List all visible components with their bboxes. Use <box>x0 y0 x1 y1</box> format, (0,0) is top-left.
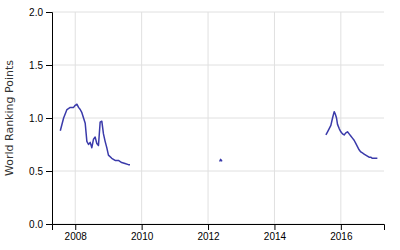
tick-mark <box>142 224 143 230</box>
tick: 1.5 <box>29 60 52 71</box>
line <box>60 104 377 164</box>
grid-line <box>52 12 384 13</box>
tick-mark <box>274 224 275 230</box>
tick: 0.0 <box>29 219 52 230</box>
axis-line <box>46 13 53 225</box>
tick-mark <box>75 224 76 230</box>
tick: 2016 <box>330 224 353 242</box>
tick: 2012 <box>197 224 220 242</box>
grid-line <box>52 65 384 66</box>
tick-mark <box>46 224 52 225</box>
grid-line <box>52 118 384 119</box>
y-axis-title: World Ranking Points <box>3 60 16 176</box>
tick-label: 1.5 <box>29 60 43 71</box>
tick-label: 2.0 <box>29 7 43 18</box>
axis-line <box>53 225 385 231</box>
tick-mark <box>46 65 52 66</box>
tick: 2014 <box>264 224 287 242</box>
tick: 2010 <box>131 224 154 242</box>
tick-label: 2016 <box>330 231 353 242</box>
plot-area: 2008 2010 2012 2014 2016 0.0 0.5 1.0 1.5 2.0 <box>29 7 384 242</box>
tick-mark <box>46 12 52 13</box>
y-axis: 0.0 0.5 1.0 1.5 2.0 <box>29 7 52 230</box>
tick-label: 2008 <box>65 231 88 242</box>
tick-label: 1.0 <box>29 113 43 124</box>
tick: 2.0 <box>29 7 52 18</box>
tick-label: 2010 <box>131 231 154 242</box>
marks <box>60 104 377 164</box>
tick-label: 2014 <box>264 231 287 242</box>
tick-mark <box>341 224 342 230</box>
grid-line <box>52 171 384 172</box>
tick: 1.0 <box>29 113 52 124</box>
tick-mark <box>46 118 52 119</box>
grid <box>52 12 384 224</box>
tick-mark <box>46 171 52 172</box>
tick: 2008 <box>65 224 88 242</box>
tick-label: 0.5 <box>29 166 43 177</box>
x-axis: 2008 2010 2012 2014 2016 <box>53 224 385 242</box>
tick-mark <box>208 224 209 230</box>
chart: 2008 2010 2012 2014 2016 0.0 0.5 1.0 1.5 2.0 World… <box>0 0 400 250</box>
tick: 0.5 <box>29 166 52 177</box>
tick-label: 0.0 <box>29 219 43 230</box>
tick-label: 2012 <box>197 231 220 242</box>
